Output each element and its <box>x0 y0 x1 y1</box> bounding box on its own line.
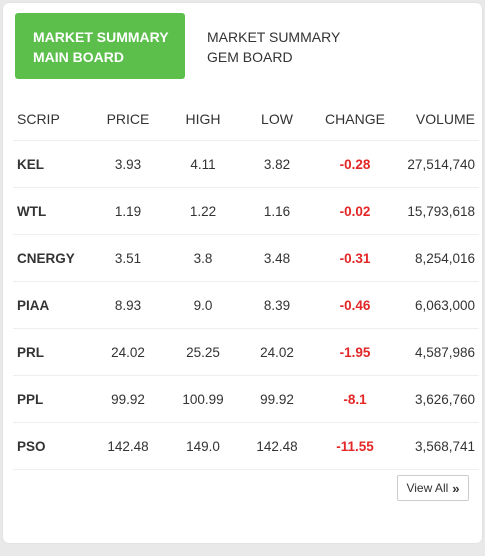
cell-price: 8.93 <box>89 281 167 329</box>
cell-high: 4.11 <box>167 140 239 188</box>
cell-high: 9.0 <box>167 281 239 329</box>
cell-volume: 8,254,016 <box>395 234 479 282</box>
view-all-label: View All <box>406 481 449 495</box>
table-header-row: SCRIP PRICE HIGH LOW CHANGE VOLUME <box>13 98 479 141</box>
tab-main-board[interactable]: MARKET SUMMARY MAIN BOARD <box>15 13 185 79</box>
header-volume: VOLUME <box>395 98 479 141</box>
cell-volume: 27,514,740 <box>395 140 479 188</box>
header-high: HIGH <box>167 98 239 141</box>
cell-price: 3.93 <box>89 140 167 188</box>
cell-change: -8.1 <box>315 375 395 423</box>
cell-change: -0.02 <box>315 187 395 235</box>
tab-gem-board-line1: MARKET SUMMARY <box>207 29 341 45</box>
cell-low: 142.48 <box>239 422 315 470</box>
cell-volume: 4,587,986 <box>395 328 479 376</box>
cell-high: 3.8 <box>167 234 239 282</box>
cell-change: -0.46 <box>315 281 395 329</box>
cell-scrip[interactable]: PSO <box>13 422 89 470</box>
market-summary-table: SCRIP PRICE HIGH LOW CHANGE VOLUME KEL 3.… <box>13 98 479 470</box>
cell-low: 99.92 <box>239 375 315 423</box>
cell-scrip[interactable]: CNERGY <box>13 234 89 282</box>
header-low: LOW <box>239 98 315 141</box>
cell-change: -0.28 <box>315 140 395 188</box>
tab-gem-board-line2: GEM BOARD <box>207 49 293 65</box>
tab-main-board-line2: MAIN BOARD <box>33 49 124 65</box>
cell-volume: 3,626,760 <box>395 375 479 423</box>
table-row[interactable]: WTL 1.19 1.22 1.16 -0.02 15,793,618 <box>13 187 479 235</box>
cell-scrip[interactable]: KEL <box>13 140 89 188</box>
cell-price: 24.02 <box>89 328 167 376</box>
cell-change: -0.31 <box>315 234 395 282</box>
cell-low: 8.39 <box>239 281 315 329</box>
cell-scrip[interactable]: PPL <box>13 375 89 423</box>
tab-main-board-line1: MARKET SUMMARY <box>33 29 169 45</box>
cell-scrip[interactable]: WTL <box>13 187 89 235</box>
cell-low: 24.02 <box>239 328 315 376</box>
cell-price: 1.19 <box>89 187 167 235</box>
table-row[interactable]: PSO 142.48 149.0 142.48 -11.55 3,568,741 <box>13 422 479 470</box>
board-tabs: MARKET SUMMARY MAIN BOARD MARKET SUMMARY… <box>15 13 355 79</box>
view-all-button[interactable]: View All » <box>397 475 469 501</box>
cell-high: 100.99 <box>167 375 239 423</box>
table-row[interactable]: PIAA 8.93 9.0 8.39 -0.46 6,063,000 <box>13 281 479 329</box>
tab-gem-board[interactable]: MARKET SUMMARY GEM BOARD <box>185 13 355 79</box>
cell-high: 149.0 <box>167 422 239 470</box>
header-scrip: SCRIP <box>13 98 89 141</box>
header-price: PRICE <box>89 98 167 141</box>
double-chevron-right-icon: » <box>452 480 460 496</box>
table-row[interactable]: PRL 24.02 25.25 24.02 -1.95 4,587,986 <box>13 328 479 376</box>
table-row[interactable]: PPL 99.92 100.99 99.92 -8.1 3,626,760 <box>13 375 479 423</box>
cell-low: 1.16 <box>239 187 315 235</box>
cell-volume: 3,568,741 <box>395 422 479 470</box>
cell-price: 142.48 <box>89 422 167 470</box>
table-row[interactable]: KEL 3.93 4.11 3.82 -0.28 27,514,740 <box>13 140 479 188</box>
cell-scrip[interactable]: PRL <box>13 328 89 376</box>
market-summary-card: MARKET SUMMARY MAIN BOARD MARKET SUMMARY… <box>3 3 482 543</box>
table-body: KEL 3.93 4.11 3.82 -0.28 27,514,740 WTL 1.19 1.2… <box>13 140 479 470</box>
cell-high: 1.22 <box>167 187 239 235</box>
table-row[interactable]: CNERGY 3.51 3.8 3.48 -0.31 8,254,016 <box>13 234 479 282</box>
cell-price: 3.51 <box>89 234 167 282</box>
cell-low: 3.82 <box>239 140 315 188</box>
cell-change: -1.95 <box>315 328 395 376</box>
header-change: CHANGE <box>315 98 395 141</box>
cell-scrip[interactable]: PIAA <box>13 281 89 329</box>
cell-low: 3.48 <box>239 234 315 282</box>
cell-volume: 6,063,000 <box>395 281 479 329</box>
cell-high: 25.25 <box>167 328 239 376</box>
cell-price: 99.92 <box>89 375 167 423</box>
cell-volume: 15,793,618 <box>395 187 479 235</box>
cell-change: -11.55 <box>315 422 395 470</box>
